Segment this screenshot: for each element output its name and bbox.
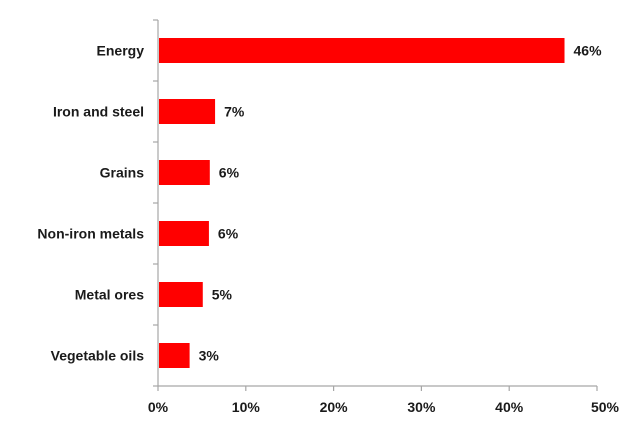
category-label: Grains xyxy=(100,165,145,181)
bar-energy xyxy=(159,38,565,63)
category-labels-group: Energy Iron and steel Grains Non-iron metal… xyxy=(37,43,144,364)
bar-grains xyxy=(159,160,210,185)
value-label: 5% xyxy=(212,287,233,303)
value-label: 6% xyxy=(218,226,239,242)
value-label: 6% xyxy=(219,165,240,181)
value-labels-group: 46% 7% 6% 6% 5% 3% xyxy=(199,43,602,364)
value-label: 7% xyxy=(224,104,245,120)
category-label: Metal ores xyxy=(75,287,144,303)
x-ticks-group: 0% 10% 20% 30% 40% 50% xyxy=(148,19,620,415)
x-tick-label: 0% xyxy=(148,399,169,415)
value-label: 46% xyxy=(574,43,603,59)
x-tick-label: 20% xyxy=(320,399,349,415)
bar-vegetable-oils xyxy=(159,343,190,368)
value-label: 3% xyxy=(199,348,220,364)
bar-iron-and-steel xyxy=(159,99,216,124)
category-label: Energy xyxy=(97,43,145,59)
category-label: Vegetable oils xyxy=(51,348,145,364)
x-tick-label: 40% xyxy=(495,399,524,415)
category-label: Iron and steel xyxy=(53,104,144,120)
axes-group xyxy=(157,20,597,387)
bars-group xyxy=(159,38,565,368)
category-label: Non-iron metals xyxy=(37,226,144,242)
x-tick-label: 50% xyxy=(591,399,620,415)
x-tick-label: 30% xyxy=(407,399,436,415)
x-tick-label: 10% xyxy=(232,399,261,415)
bar-metal-ores xyxy=(159,282,203,307)
bar-non-iron-metals xyxy=(159,221,209,246)
